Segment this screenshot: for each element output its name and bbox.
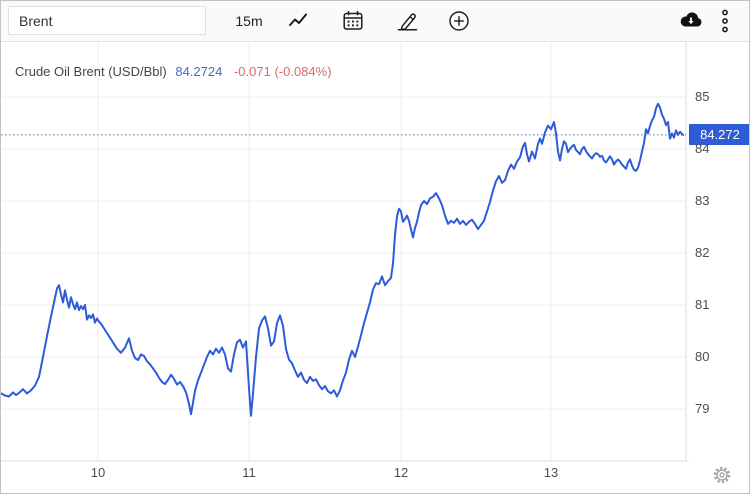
price-tick-label: 80 (695, 349, 710, 364)
price-tick-label: 83 (695, 193, 710, 208)
time-tick-label: 10 (90, 465, 106, 480)
calendar-button[interactable] (339, 7, 367, 35)
download-button[interactable] (677, 7, 705, 35)
price-change-value: -0.071 (-0.084%) (233, 64, 332, 79)
time-tick-label: 12 (393, 465, 409, 480)
price-tick-label: 79 (695, 401, 710, 416)
toolbar: 15m (1, 1, 749, 42)
more-menu-button[interactable] (714, 7, 736, 35)
kebab-menu-icon (722, 9, 728, 33)
current-price-label: 84.272 (689, 124, 749, 146)
chart-type-button[interactable] (284, 7, 312, 35)
price-tick-label: 82 (695, 245, 710, 260)
price-tick-label: 81 (695, 297, 710, 312)
download-cloud-icon (680, 12, 702, 27)
legend: Crude Oil Brent (USD/Bbl) 84.2724 -0.071… (15, 64, 332, 79)
time-tick-label: 11 (242, 465, 256, 480)
calendar-icon (343, 10, 363, 30)
add-button[interactable] (445, 7, 473, 35)
chart-title: Crude Oil Brent (USD/Bbl) (15, 64, 167, 79)
timeframe-button[interactable]: 15m (229, 1, 269, 41)
price-tick-label: 84 (695, 141, 710, 156)
time-tick-label: 13 (543, 465, 559, 480)
settings-button[interactable] (711, 465, 733, 487)
last-price-value: 84.2724 (175, 64, 223, 79)
draw-button[interactable] (393, 7, 421, 35)
price-tick-label: 85 (695, 89, 710, 104)
pencil-icon (397, 13, 418, 31)
settings-gear-icon (713, 466, 731, 484)
symbol-input[interactable] (8, 6, 206, 35)
line-chart-icon (289, 13, 307, 26)
price-line-series (1, 102, 684, 417)
plus-circle-icon (449, 11, 469, 31)
